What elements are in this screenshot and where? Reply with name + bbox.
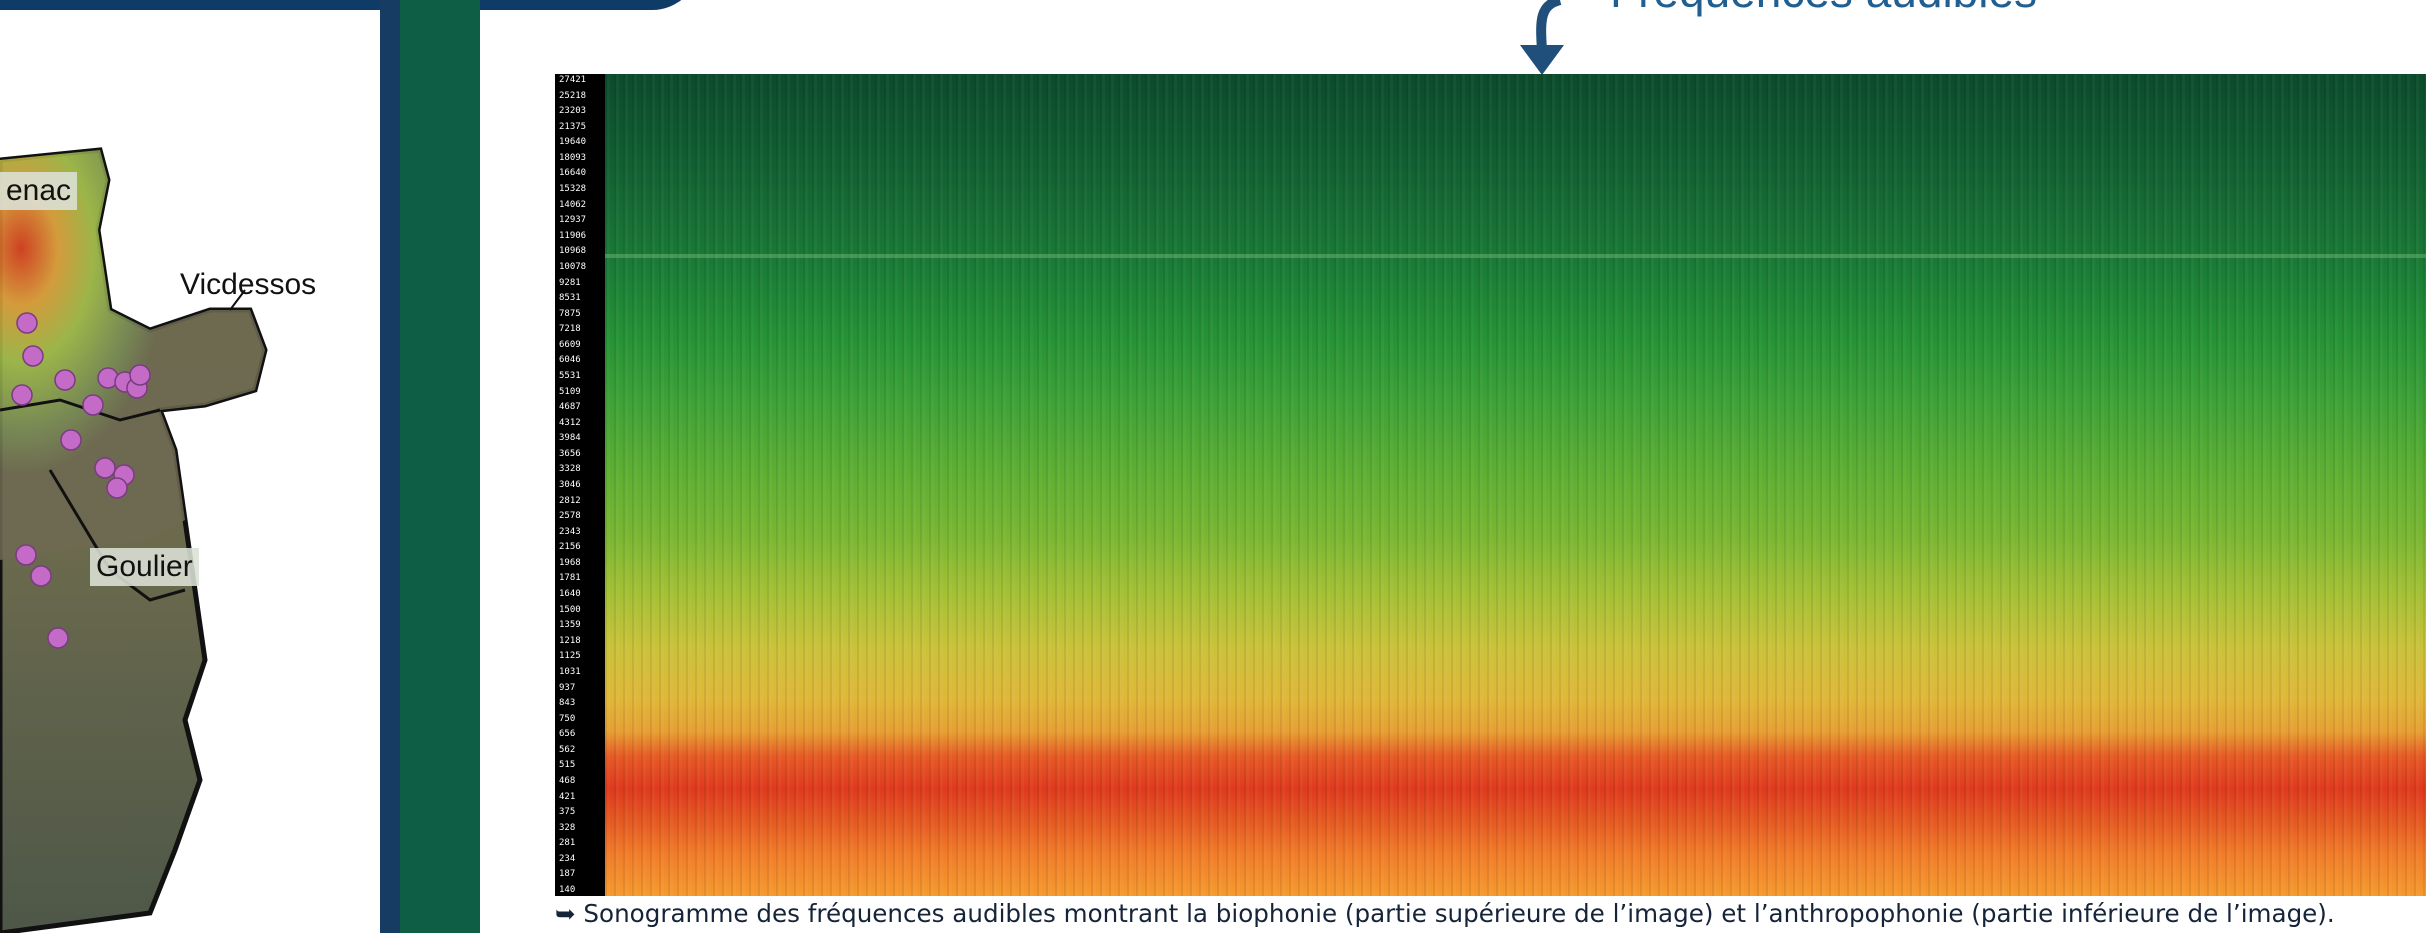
frequency-tick: 23203 (559, 106, 587, 117)
frequency-tick: 25218 (559, 90, 587, 101)
frequency-tick: 375 (559, 807, 576, 818)
frequency-tick: 14062 (559, 199, 587, 210)
heat-zone (0, 150, 265, 560)
frequency-tick: 12937 (559, 215, 587, 226)
frequency-tick: 5109 (559, 386, 581, 397)
frequency-tick: 187 (559, 869, 576, 880)
frequency-tick: 1125 (559, 651, 581, 662)
frequency-scale: 27421 25218 23203 21375 19640 18093 16640 15328… (555, 74, 603, 896)
spectrogram: 27421 25218 23203 21375 19640 18093 16640 15328… (555, 74, 2426, 896)
frequency-tick: 6609 (559, 339, 581, 350)
frequency-tick: 468 (559, 775, 576, 786)
frequency-tick: 9281 (559, 277, 581, 288)
frequency-tick: 16640 (559, 168, 587, 179)
frequency-tick: 10078 (559, 261, 587, 272)
site-map: enac Vicdessos Goulier (0, 120, 380, 933)
spectrogram-band (605, 254, 2426, 258)
frequency-tick: 3984 (559, 433, 581, 444)
frequency-tick: 656 (559, 729, 576, 740)
frequency-tick: 15328 (559, 184, 587, 195)
frequency-tick: 2812 (559, 495, 581, 506)
map-label: Goulier (90, 548, 199, 586)
header-banner (0, 0, 700, 10)
frequency-tick: 3046 (559, 480, 581, 490)
map-label: enac (0, 172, 78, 210)
frequency-tick: 1781 (559, 573, 581, 584)
frequency-tick: 4687 (559, 402, 581, 413)
frequency-tick: 140 (559, 885, 576, 895)
frequency-tick: 515 (559, 760, 576, 771)
frequency-tick: 2156 (559, 542, 581, 553)
frequency-tick: 421 (559, 791, 576, 802)
leader-line (229, 289, 246, 311)
frequency-tick: 2578 (559, 511, 581, 522)
frequency-tick: 21375 (559, 121, 587, 132)
frequency-tick: 1968 (559, 557, 581, 568)
frequency-tick: 1218 (559, 635, 581, 646)
frequency-tick: 937 (559, 682, 576, 693)
frequency-tick: 8531 (559, 293, 581, 304)
frequency-tick: 328 (559, 822, 576, 833)
frequency-tick: 19640 (559, 137, 587, 148)
frequency-tick: 3328 (559, 464, 581, 475)
spectrogram-texture (605, 74, 2426, 896)
frequency-tick: 1359 (559, 620, 581, 631)
frequency-tick: 4312 (559, 417, 581, 428)
frequency-tick: 281 (559, 838, 576, 849)
site-markers (11, 312, 151, 649)
frequency-tick: 18093 (559, 152, 587, 163)
frequency-tick: 2343 (559, 526, 581, 537)
frequency-tick: 3656 (559, 448, 581, 459)
frequency-tick: 10968 (559, 246, 587, 257)
arrow-down-icon (1520, 0, 1564, 75)
frequency-tick: 750 (559, 713, 576, 724)
frequency-tick: 27421 (559, 75, 587, 85)
frequency-tick: 843 (559, 698, 576, 709)
frequency-tick: 7218 (559, 324, 581, 335)
frequency-tick: 6046 (559, 355, 581, 366)
site-map-graphic (0, 147, 268, 933)
spectrogram-plot (605, 74, 2426, 896)
map-label: Vicdessos (180, 268, 317, 301)
frequency-tick: 1500 (559, 604, 581, 615)
frequency-tick: 234 (559, 853, 576, 864)
figure-caption: ➥ Sonogramme des fréquences audibles mon… (555, 899, 2335, 928)
frequency-tick: 11906 (559, 230, 587, 241)
audible-frequencies-label: Fréquences audibles (1610, 0, 2037, 18)
divider-green (400, 0, 480, 933)
divider-navy (380, 0, 400, 933)
frequency-tick: 7875 (559, 308, 581, 319)
frequency-tick: 5531 (559, 370, 581, 381)
frequency-tick: 1031 (559, 666, 581, 677)
frequency-tick: 1640 (559, 589, 581, 600)
frequency-tick: 562 (559, 744, 576, 755)
